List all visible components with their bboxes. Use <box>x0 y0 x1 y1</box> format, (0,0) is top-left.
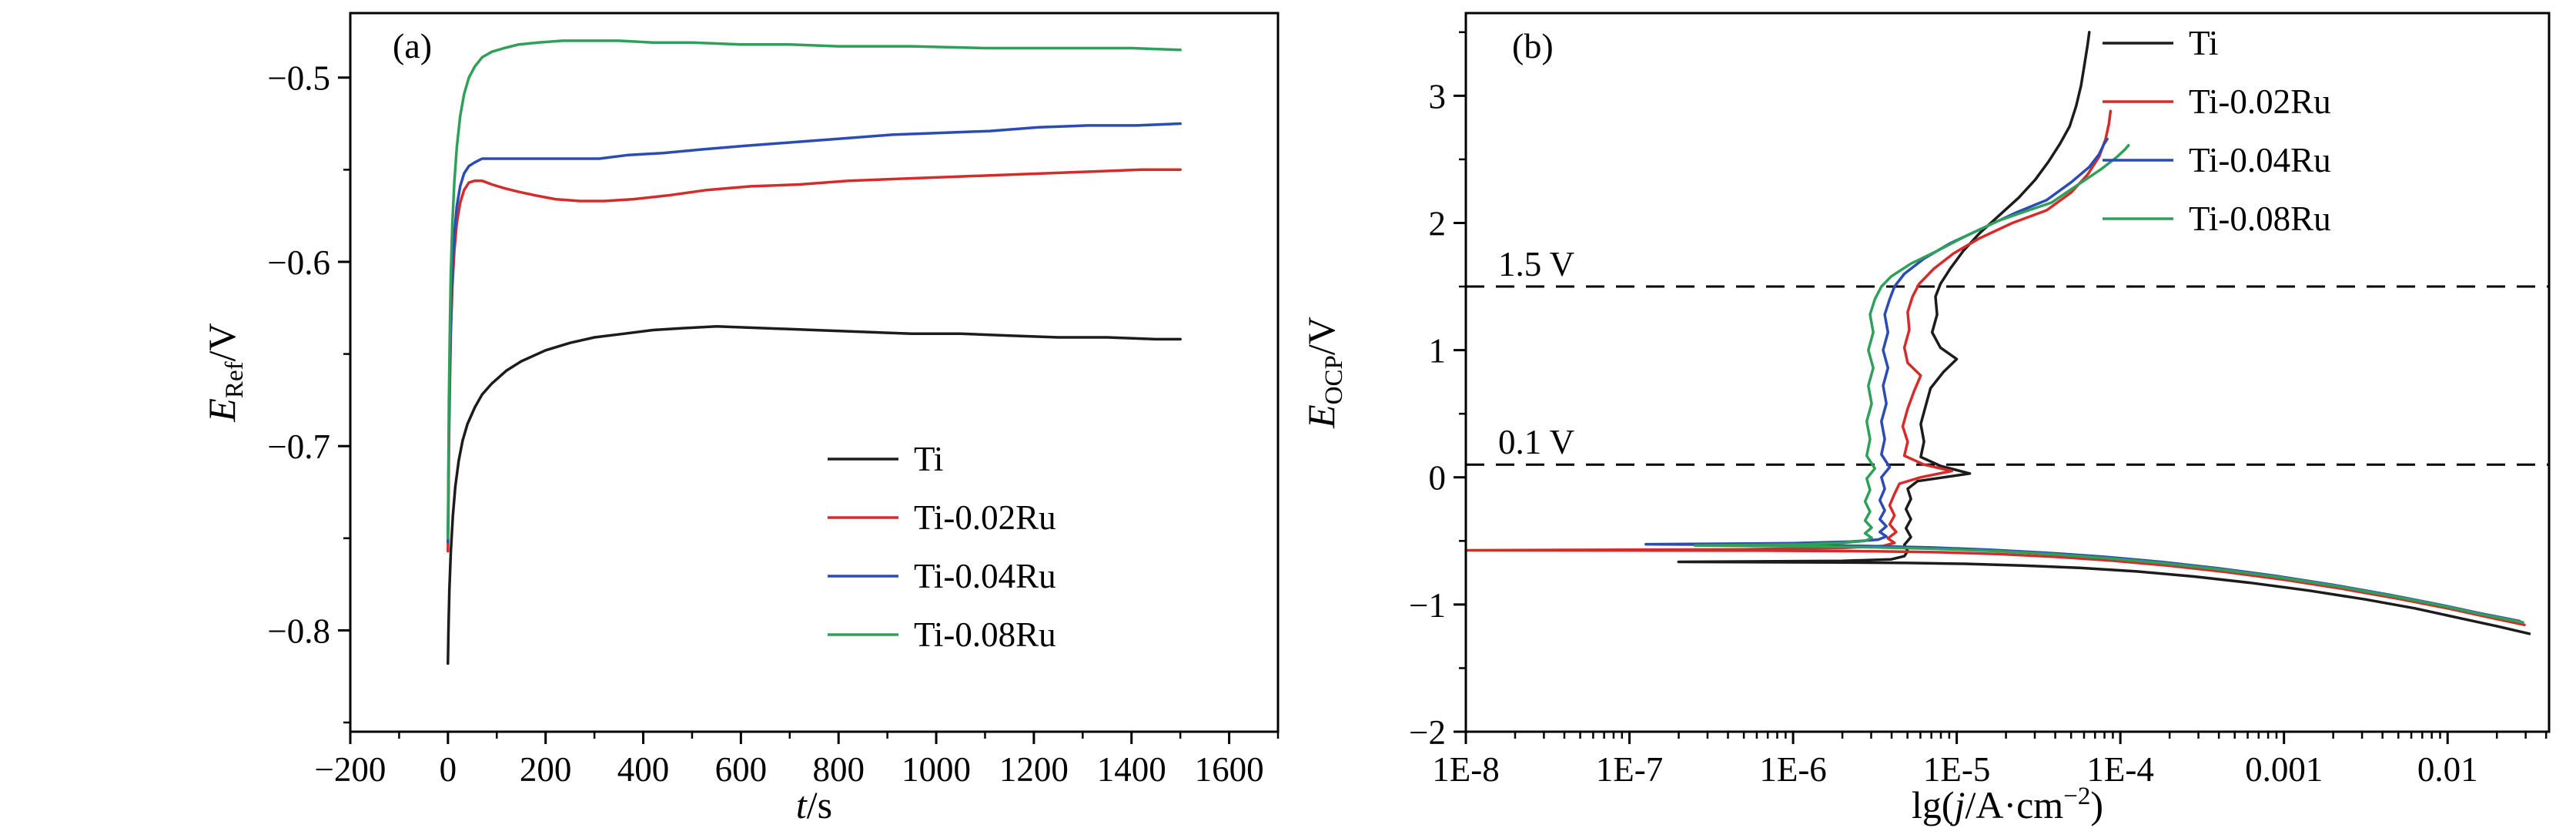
x-axis: −200 0 200 400 600 800 1000 1200 1400 1600 <box>315 732 1280 789</box>
legend: Ti Ti-0.02Ru Ti-0.04Ru Ti-0.08Ru <box>828 440 1056 654</box>
y-tick-label: 0 <box>1429 459 1447 498</box>
x-axis: 1E-8 1E-7 1E-6 1E-5 1E-4 0.001 0.01 <box>1432 732 2548 789</box>
series-lines <box>447 39 1182 665</box>
y-tick-label: 2 <box>1429 204 1447 243</box>
x-axis-title: t/s <box>796 783 832 826</box>
threshold-label: 0.1 V <box>1498 423 1574 461</box>
x-tick-label: 1E-8 <box>1432 750 1499 789</box>
y-axis: −2 −1 0 1 2 3 <box>1409 31 1466 752</box>
x-tick-label: 0.01 <box>2417 750 2478 789</box>
x-tick-label: 1000 <box>902 750 971 789</box>
panel-label: (b) <box>1512 26 1554 65</box>
legend-label-Ti-0.08Ru: Ti-0.08Ru <box>2189 199 2331 238</box>
x-tick-label: 1E-5 <box>1923 750 1990 789</box>
y-tick-label: −0.8 <box>267 612 330 650</box>
series-line-Ti <box>1677 31 2531 635</box>
legend-label-Ti: Ti <box>914 440 943 478</box>
x-tick-label: 1200 <box>999 750 1069 789</box>
series-line-Ti-0.02Ru <box>447 168 1182 553</box>
y-tick-label: 1 <box>1429 332 1447 370</box>
legend-label-Ti-0.04Ru: Ti-0.04Ru <box>914 557 1056 595</box>
x-tick-label: 400 <box>617 750 670 789</box>
series-lines <box>1464 31 2531 635</box>
legend-label-Ti-0.02Ru: Ti-0.02Ru <box>2189 82 2331 121</box>
chart-panel-a: −200 0 200 400 600 800 1000 1200 1400 1600−0.8−0.… <box>200 12 1280 826</box>
x-tick-label: 200 <box>520 750 572 789</box>
panel-label: (a) <box>393 26 432 65</box>
series-line-Ti-0.02Ru <box>1464 109 2526 627</box>
threshold-label: 1.5 V <box>1498 245 1574 283</box>
y-tick-label: 3 <box>1429 77 1447 116</box>
y-axis-title: ERef/V <box>200 323 249 422</box>
x-tick-label: 1E-4 <box>2086 750 2153 789</box>
x-tick-label: 1E-7 <box>1596 750 1663 789</box>
y-tick-label: −0.6 <box>267 243 330 282</box>
series-line-Ti-0.08Ru <box>447 39 1182 540</box>
plot-frame <box>1464 12 2551 733</box>
y-tick-label: −1 <box>1409 586 1446 625</box>
x-axis-title: lg(j/A·cm−2) <box>1912 783 2103 826</box>
y-axis-title: EOCP/V <box>1300 317 1348 429</box>
legend-label-Ti: Ti <box>2189 24 2218 62</box>
x-tick-label: −200 <box>315 750 386 789</box>
x-tick-label: 600 <box>715 750 768 789</box>
series-line-Ti <box>447 324 1182 665</box>
x-tick-label: 0.001 <box>2245 750 2323 789</box>
legend-label-Ti-0.08Ru: Ti-0.08Ru <box>914 615 1056 654</box>
x-tick-label: 0 <box>440 750 457 789</box>
y-tick-label: −0.5 <box>267 59 330 98</box>
plot-frame <box>349 12 1280 733</box>
x-tick-label: 800 <box>812 750 865 789</box>
x-tick-label: 1400 <box>1097 750 1166 789</box>
series-line-Ti-0.08Ru <box>1693 143 2524 624</box>
y-axis: −0.8 −0.7 −0.6 −0.5 <box>267 59 350 724</box>
legend: Ti Ti-0.02Ru Ti-0.04Ru Ti-0.08Ru <box>2103 24 2331 238</box>
x-tick-label: 1600 <box>1195 750 1264 789</box>
legend-label-Ti-0.02Ru: Ti-0.02Ru <box>914 498 1056 537</box>
series-line-Ti-0.04Ru <box>447 122 1182 544</box>
chart-panel-b: 1E-8 1E-7 1E-6 1E-5 1E-4 0.001 0.01 −2 −1 0 1 2 3 1.5… <box>1300 12 2551 826</box>
x-tick-label: 1E-6 <box>1759 750 1826 789</box>
y-tick-label: −2 <box>1409 713 1446 752</box>
y-tick-label: −0.7 <box>267 427 330 466</box>
legend-label-Ti-0.04Ru: Ti-0.04Ru <box>2189 141 2331 179</box>
